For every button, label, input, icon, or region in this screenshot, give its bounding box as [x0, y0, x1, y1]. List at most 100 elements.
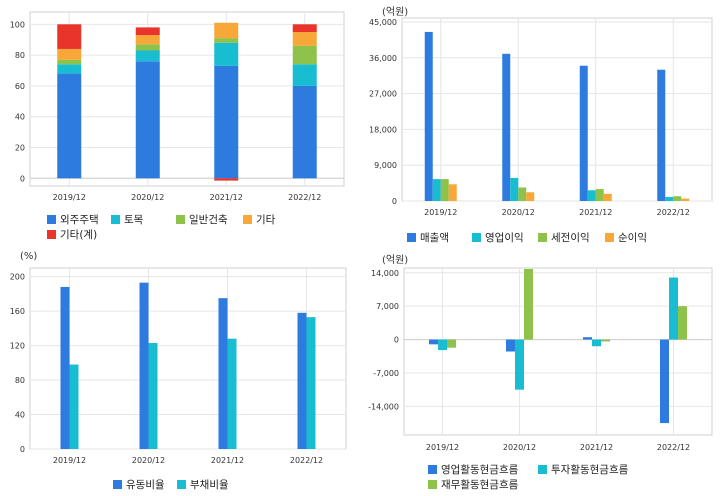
bar-segment [292, 24, 317, 33]
business-mix-plot: 0 20 40 60 80 100 2019/12 2020/12 2021/12 2022/12 [10, 11, 345, 202]
bar-segment [57, 59, 82, 65]
bar [429, 339, 438, 345]
legend-item-financing-cf: 재무활동현금흐름 [428, 477, 518, 492]
bar [678, 306, 687, 340]
legend-label: 매출액 [420, 232, 449, 244]
x-tick-label: 2020/12 [132, 456, 165, 465]
bar-segment [135, 27, 160, 36]
legend-item-other-total: 기타(계) [47, 227, 97, 242]
legend-swatch [47, 230, 56, 239]
bar [595, 189, 604, 201]
income-plot: 0 9,000 18,000 27,000 36,000 45,000 2019/12 202… [369, 17, 713, 217]
ratio-plot: 0 40 80 120 160 200 2019/12 2020/12 2021/12 2022/… [10, 267, 347, 465]
y-tick-label: 45,000 [369, 18, 397, 27]
bar [306, 317, 316, 449]
x-tick-label: 2020/12 [131, 193, 164, 202]
bar-segment [292, 32, 317, 46]
chart-ratios: (%) 0 40 80 120 160 200 2019/12 2020/12 2021/12 2… [0, 248, 360, 496]
bar-segment [135, 44, 160, 51]
legend-label: 유동비율 [126, 479, 165, 491]
bar [515, 339, 524, 390]
bar [660, 339, 669, 424]
bar-segment [57, 24, 82, 49]
y-tick-label: 27,000 [369, 90, 397, 99]
legend-label: 부채비율 [190, 479, 229, 491]
y-tick-label: 160 [10, 307, 25, 316]
bar [424, 31, 433, 201]
x-tick-label: 2019/12 [424, 208, 457, 217]
legend-label: 토목 [124, 214, 144, 226]
bar-segment [57, 73, 82, 179]
cashflow-plot: -14,000 -7,000 0 7,000 14,000 2019/12 2020/12 2… [368, 267, 713, 452]
legend-label: 영업활동현금흐름 [441, 464, 519, 476]
y-tick-label: -14,000 [368, 402, 399, 411]
y-tick-label: 80 [15, 376, 25, 385]
legend-item-pretax-profit: 세전이익 [538, 230, 590, 245]
y-tick-label: 80 [15, 51, 25, 60]
x-tick-label: 2022/12 [290, 456, 323, 465]
bar [60, 286, 70, 449]
legend-swatch [111, 215, 120, 224]
bar [69, 364, 79, 449]
x-tick-label: 2021/12 [210, 193, 243, 202]
legend-item-current-ratio: 유동비율 [113, 477, 165, 492]
legend-swatch [472, 233, 481, 242]
x-tick-label: 2021/12 [580, 443, 613, 452]
legend-item-net-profit: 순이익 [605, 230, 647, 245]
income-unit-label: (억원) [382, 7, 409, 18]
y-tick-label: -7,000 [373, 369, 399, 378]
x-tick-label: 2022/12 [288, 193, 321, 202]
legend-item-operating-cf: 영업활동현금흐름 [428, 462, 518, 477]
y-tick-label: 0 [394, 336, 399, 345]
y-tick-label: 200 [10, 273, 25, 282]
legend-label: 외주주택 [60, 214, 99, 226]
bar [587, 190, 596, 201]
bar-segment [292, 45, 317, 65]
legend-label: 기타(계) [60, 229, 98, 241]
bar [592, 339, 601, 347]
x-tick-label: 2019/12 [53, 193, 86, 202]
cashflow-unit-label: (억원) [382, 255, 409, 266]
chart-income: (억원) 0 9,000 18,000 27,000 36,000 45,000 2019/… [360, 0, 720, 248]
bar [438, 339, 447, 351]
bar [657, 69, 666, 201]
legend-swatch [113, 480, 122, 489]
legend-label: 재무활동현금흐름 [441, 479, 519, 491]
legend-item-other: 기타 [243, 212, 275, 227]
bar [448, 184, 457, 201]
bar [447, 339, 456, 348]
chart-cash-flow: (억원) -14,000 -7,000 0 7,000 14,000 2019/12 202… [360, 248, 720, 496]
plot-frame [29, 11, 345, 187]
legend-item-operating-profit: 영업이익 [472, 230, 524, 245]
legend-label: 일반건축 [189, 214, 228, 226]
bar [139, 282, 149, 449]
ratio-legend: 유동비율 부채비율 [0, 248, 360, 496]
bar-segment [135, 61, 160, 179]
bar [524, 268, 533, 340]
plot-frame [403, 267, 713, 436]
legend-item-investing-cf: 투자활동현금흐름 [538, 462, 628, 477]
bar [218, 298, 228, 449]
y-tick-label: 100 [10, 20, 25, 29]
bar [526, 192, 535, 201]
bar [148, 342, 158, 449]
chart-business-mix: 0 20 40 60 80 100 2019/12 2020/12 2021/12 2022/12… [0, 0, 360, 248]
x-tick-label: 2022/12 [657, 208, 690, 217]
bar [601, 339, 610, 342]
bar [681, 198, 690, 201]
legend-label: 순이익 [618, 232, 647, 244]
income-legend: 매출액 영업이익 세전이익 순이익 [360, 0, 720, 248]
x-tick-label: 2022/12 [657, 443, 690, 452]
bar-segment [292, 85, 317, 179]
y-tick-label: 40 [15, 113, 25, 122]
x-tick-label: 2020/12 [502, 208, 535, 217]
legend-swatch [47, 215, 56, 224]
bar [297, 312, 307, 449]
legend-label: 투자활동현금흐름 [551, 464, 629, 476]
y-tick-label: 36,000 [369, 54, 397, 63]
legend-label: 영업이익 [485, 232, 524, 244]
bar [227, 338, 237, 449]
y-tick-label: 9,000 [374, 161, 397, 170]
x-tick-label: 2019/12 [53, 456, 86, 465]
y-tick-label: 14,000 [371, 269, 399, 278]
